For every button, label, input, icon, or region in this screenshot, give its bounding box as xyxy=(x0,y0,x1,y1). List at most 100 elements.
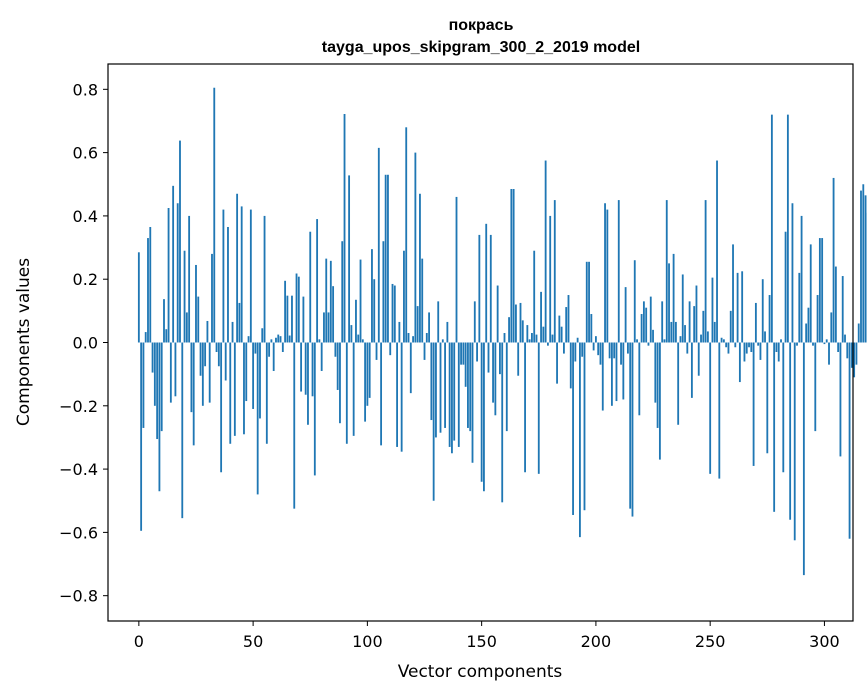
chart-title: покрась xyxy=(449,17,514,34)
bar xyxy=(800,215,803,343)
bar xyxy=(263,215,266,343)
bar xyxy=(531,333,533,343)
bar xyxy=(387,174,389,343)
bar xyxy=(844,334,846,343)
bar xyxy=(592,342,595,351)
bar xyxy=(544,160,547,343)
bar xyxy=(805,323,808,343)
bar xyxy=(658,342,661,460)
bar xyxy=(423,342,426,360)
bar xyxy=(766,342,769,454)
bar xyxy=(672,253,675,343)
bar xyxy=(574,342,577,362)
x-tick-label: 300 xyxy=(809,632,840,651)
bar xyxy=(275,337,277,343)
bar xyxy=(320,342,323,371)
bar xyxy=(151,342,154,373)
bar xyxy=(437,301,440,343)
x-axis-label: Vector components xyxy=(398,662,563,682)
bar xyxy=(709,342,712,474)
bar xyxy=(526,325,529,343)
bar xyxy=(631,342,634,517)
bar xyxy=(233,342,236,436)
bar xyxy=(252,342,255,409)
bar xyxy=(304,342,307,395)
bar xyxy=(752,342,755,466)
bar xyxy=(435,342,437,438)
bar xyxy=(517,342,520,376)
bar xyxy=(652,329,654,343)
bar xyxy=(400,342,403,452)
bar xyxy=(499,342,501,375)
bar xyxy=(748,342,750,348)
bar xyxy=(229,342,232,444)
bar xyxy=(649,296,652,343)
bar xyxy=(172,185,175,343)
bar xyxy=(496,285,499,343)
bar xyxy=(501,342,504,503)
bar xyxy=(323,312,325,343)
bar xyxy=(802,342,805,576)
bar xyxy=(620,342,622,365)
bar xyxy=(601,342,604,411)
bar xyxy=(791,203,794,343)
bar xyxy=(213,87,216,343)
bar xyxy=(480,342,483,482)
bar xyxy=(661,301,664,343)
bar xyxy=(599,342,602,365)
bar xyxy=(832,177,835,343)
bar xyxy=(158,342,161,492)
bar xyxy=(638,342,641,416)
bar xyxy=(549,215,552,343)
bar xyxy=(789,342,792,520)
bar xyxy=(405,127,408,343)
bar xyxy=(208,342,211,403)
bar xyxy=(195,264,197,343)
bar xyxy=(197,296,200,343)
bar xyxy=(857,323,860,343)
bar xyxy=(341,241,344,343)
bar xyxy=(814,342,817,432)
bar xyxy=(165,329,168,343)
bar xyxy=(654,342,657,403)
bar xyxy=(403,250,405,343)
bar xyxy=(581,342,584,357)
bar xyxy=(727,342,730,354)
bar xyxy=(206,320,209,343)
bar xyxy=(245,342,248,402)
bar xyxy=(553,200,556,343)
bar xyxy=(318,339,321,343)
bar xyxy=(556,342,558,384)
bar xyxy=(656,342,659,428)
bar xyxy=(236,193,239,343)
bar xyxy=(327,312,330,343)
bar xyxy=(163,299,165,343)
bar xyxy=(281,342,284,352)
bar xyxy=(307,342,309,425)
bar xyxy=(633,260,636,343)
bar xyxy=(684,325,686,343)
bar xyxy=(140,342,143,531)
bar xyxy=(222,209,225,343)
bar xyxy=(796,342,798,346)
bar xyxy=(265,342,268,444)
bar xyxy=(807,307,810,343)
bar-series xyxy=(137,87,867,576)
bar xyxy=(238,302,241,343)
bar xyxy=(828,342,830,365)
bar xyxy=(729,310,732,343)
bar xyxy=(770,114,773,343)
bar xyxy=(725,342,728,348)
bar xyxy=(519,302,522,343)
bar xyxy=(167,208,170,343)
bar xyxy=(572,342,574,515)
bar xyxy=(137,252,140,343)
bar xyxy=(348,175,351,343)
bar xyxy=(492,342,494,403)
bar xyxy=(243,342,245,435)
bar xyxy=(786,114,789,343)
y-axis-label: Components values xyxy=(14,258,34,426)
bar xyxy=(738,342,741,383)
y-tick-label: 0.8 xyxy=(73,80,98,99)
